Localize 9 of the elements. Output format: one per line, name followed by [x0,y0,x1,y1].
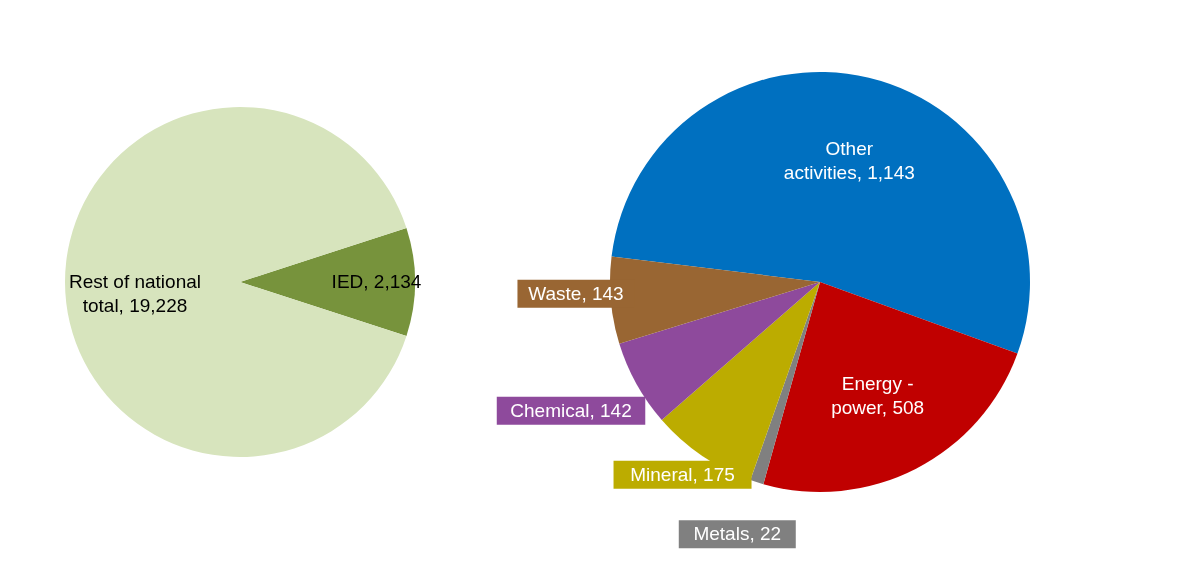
slice-label: Chemical, 142 [510,399,632,421]
slice-label: Metals, 22 [693,523,782,545]
slice-label: Energy - power, 508 [831,373,925,419]
pie-slice [763,282,1018,492]
slice-label: Waste, 143 [528,282,624,304]
pie-slice [750,282,820,485]
slice-label: Rest of national total, 19,228 [68,271,202,317]
slice-label: Other activities, 1,143 [783,138,915,184]
slice-label: Mineral, 175 [630,463,735,485]
